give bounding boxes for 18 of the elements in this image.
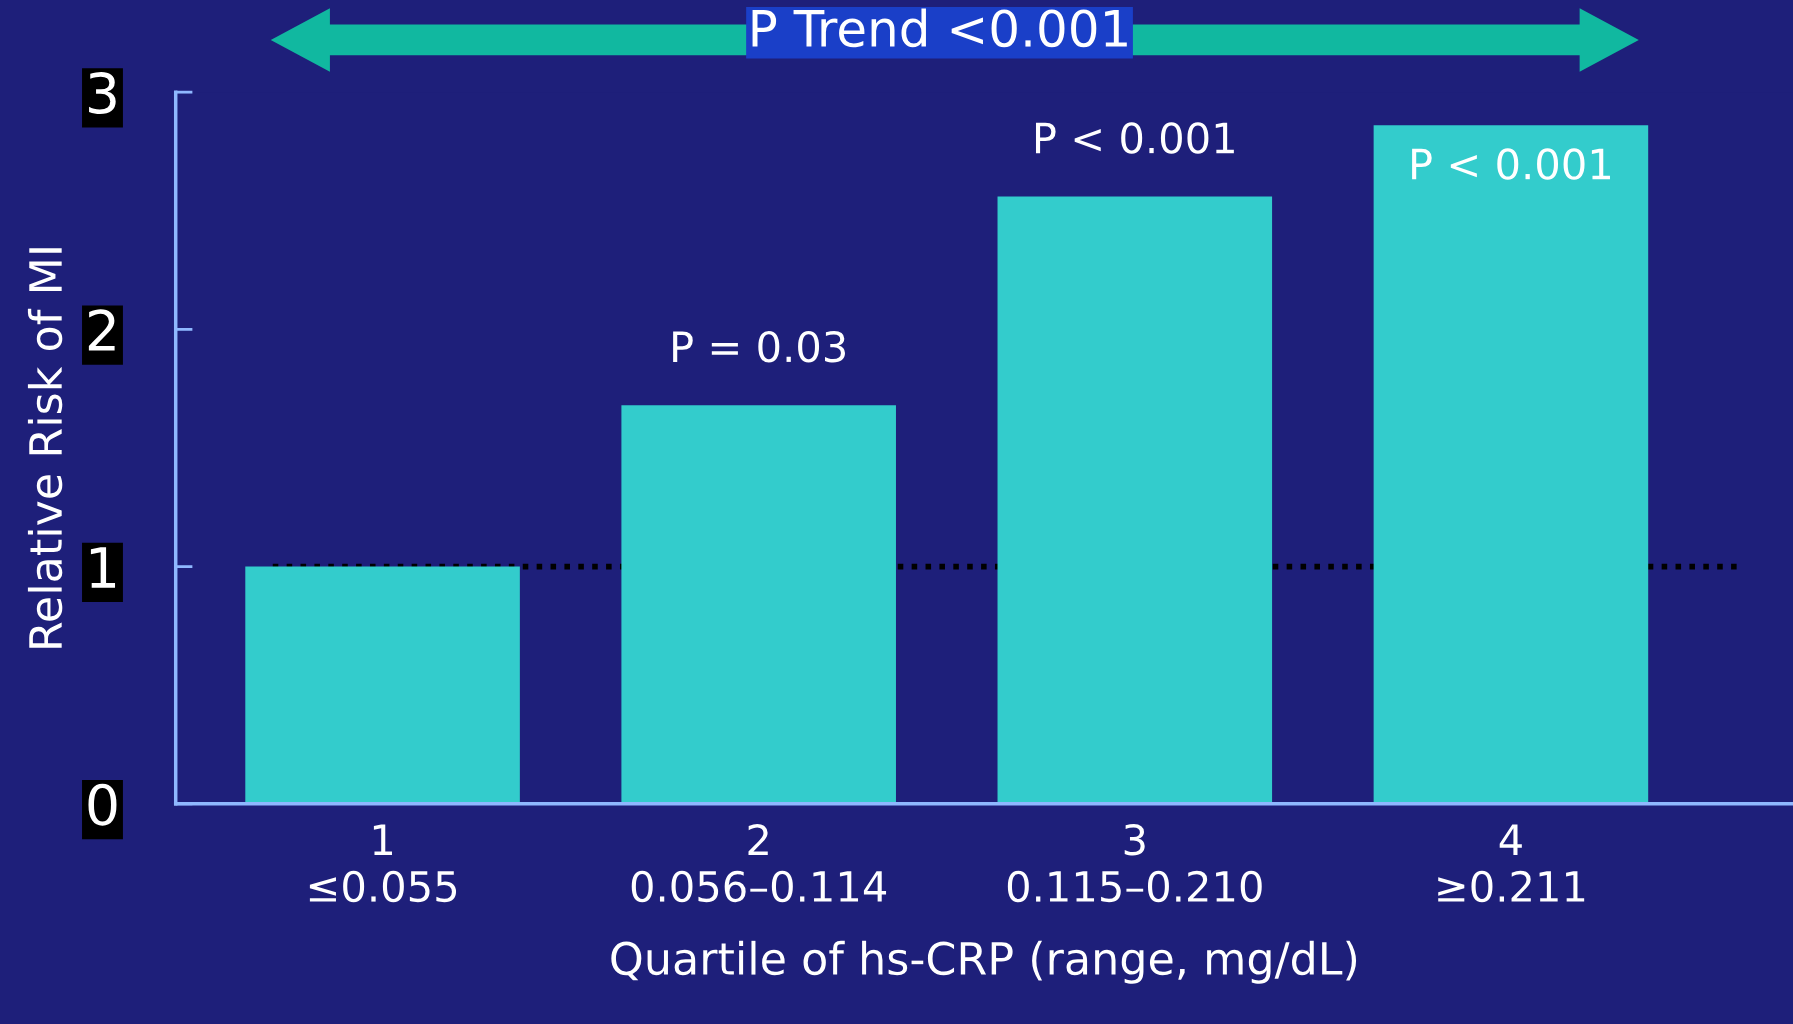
annotation: P < 0.001 xyxy=(1035,122,1234,154)
x-tick-label: 1 ≤0.055 xyxy=(309,824,457,903)
x-tick-label: 4 ≥0.211 xyxy=(1438,824,1585,903)
y-tick-label: 0 xyxy=(88,783,117,826)
text: P Trend <0.001 xyxy=(752,8,1127,48)
y-axis-title: Relative Risk of MI xyxy=(27,248,63,648)
bar xyxy=(1373,125,1649,804)
bar xyxy=(245,566,520,804)
y-tick-label: 3 xyxy=(89,72,116,115)
bar xyxy=(621,405,896,804)
annotation: P < 0.001 xyxy=(1412,148,1610,180)
y-tick-label: 1 xyxy=(90,547,116,588)
x-tick-label: 2 0.056–0.114 xyxy=(631,824,887,903)
x-tick-label: 3 0.115–0.210 xyxy=(1007,824,1262,903)
y-tick-label: 2 xyxy=(88,309,115,351)
annotation: P = 0.03 xyxy=(673,330,845,363)
bar xyxy=(997,196,1273,804)
x-axis-title: Quartile of hs-CRP (range, mg/dL) xyxy=(611,940,1357,984)
